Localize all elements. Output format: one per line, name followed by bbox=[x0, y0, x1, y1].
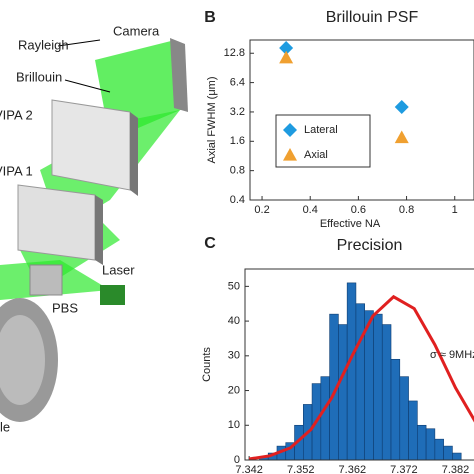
laser bbox=[100, 285, 125, 305]
y-axis-label: Counts bbox=[201, 347, 213, 382]
panel-label: C bbox=[204, 235, 216, 252]
panel-label: B bbox=[204, 9, 216, 26]
x-tick-label: 7.362 bbox=[339, 464, 367, 474]
label: Camera bbox=[113, 23, 160, 38]
pointer bbox=[64, 79, 111, 93]
label: Rayleigh bbox=[18, 37, 69, 52]
optical-setup: Camera Rayleigh Brillouin VIPA 2 VIPA 1 … bbox=[0, 23, 188, 434]
x-tick-label: 0.4 bbox=[303, 204, 318, 216]
label: VIPA 2 bbox=[0, 107, 33, 122]
x-tick-label: 7.342 bbox=[235, 464, 263, 474]
bar bbox=[381, 324, 392, 461]
label: Laser bbox=[102, 262, 135, 277]
legend-label: Axial bbox=[304, 149, 328, 161]
camera bbox=[170, 38, 188, 112]
y-tick-label: 0 bbox=[234, 454, 240, 466]
bar bbox=[399, 376, 409, 461]
pointer bbox=[57, 39, 101, 47]
x-tick-label: 1 bbox=[452, 204, 458, 216]
bar bbox=[390, 358, 401, 461]
x-tick-label: 7.352 bbox=[287, 464, 315, 474]
x-tick-label: 7.372 bbox=[390, 464, 418, 474]
vipa-edge bbox=[130, 112, 138, 196]
x-axis-label: Effective NA bbox=[320, 218, 381, 230]
y-tick-label: 1.6 bbox=[230, 135, 245, 147]
bar bbox=[425, 428, 436, 461]
point bbox=[279, 50, 294, 64]
y-tick-label: 20 bbox=[228, 384, 240, 396]
bar bbox=[373, 313, 383, 461]
label: Brillouin bbox=[16, 69, 62, 84]
point bbox=[394, 130, 409, 144]
chart-title: Brillouin PSF bbox=[326, 9, 419, 26]
pbs bbox=[29, 264, 63, 296]
legend-box bbox=[275, 114, 371, 168]
point bbox=[394, 99, 409, 114]
objective bbox=[0, 315, 45, 405]
y-tick-label: 30 bbox=[228, 350, 240, 362]
x-tick-label: 0.8 bbox=[399, 204, 414, 216]
vipa-2 bbox=[51, 99, 131, 191]
point bbox=[279, 40, 294, 55]
bar bbox=[320, 376, 330, 461]
bar bbox=[408, 400, 418, 461]
legend-label: Lateral bbox=[304, 124, 338, 136]
y-tick-label: 40 bbox=[228, 315, 240, 327]
bar bbox=[443, 445, 453, 461]
legend-marker bbox=[283, 123, 297, 137]
x-tick-label: 0.6 bbox=[351, 204, 366, 216]
label: VIPA 1 bbox=[0, 163, 33, 178]
label: le bbox=[0, 419, 10, 434]
y-axis-label: Axial FWHM (μm) bbox=[206, 77, 218, 164]
label: PBS bbox=[52, 300, 78, 315]
y-tick-label: 6.4 bbox=[230, 77, 245, 89]
legend-marker bbox=[283, 148, 297, 161]
x-tick-label: 0.2 bbox=[254, 204, 269, 216]
fit-curve bbox=[248, 294, 474, 461]
y-tick-label: 0.8 bbox=[230, 165, 245, 177]
bar bbox=[355, 303, 365, 461]
y-tick-label: 3.2 bbox=[230, 106, 245, 118]
annotation: σ ≈ 9MHz bbox=[430, 349, 474, 361]
y-tick-label: 50 bbox=[228, 280, 240, 292]
x-tick-label: 7.382 bbox=[442, 464, 470, 474]
vipa-1 bbox=[17, 184, 96, 261]
plot-frame bbox=[249, 39, 474, 201]
bar bbox=[338, 324, 348, 461]
vipa-edge bbox=[95, 195, 103, 265]
y-tick-label: 0.4 bbox=[230, 194, 245, 206]
y-tick-label: 10 bbox=[228, 419, 240, 431]
chart-title: Precision bbox=[337, 237, 403, 254]
plot-frame bbox=[244, 268, 474, 461]
bar bbox=[434, 438, 444, 461]
bar bbox=[452, 452, 462, 461]
bar bbox=[346, 282, 357, 461]
bar bbox=[364, 310, 374, 461]
y-tick-label: 12.8 bbox=[224, 47, 245, 59]
bar bbox=[417, 424, 427, 461]
